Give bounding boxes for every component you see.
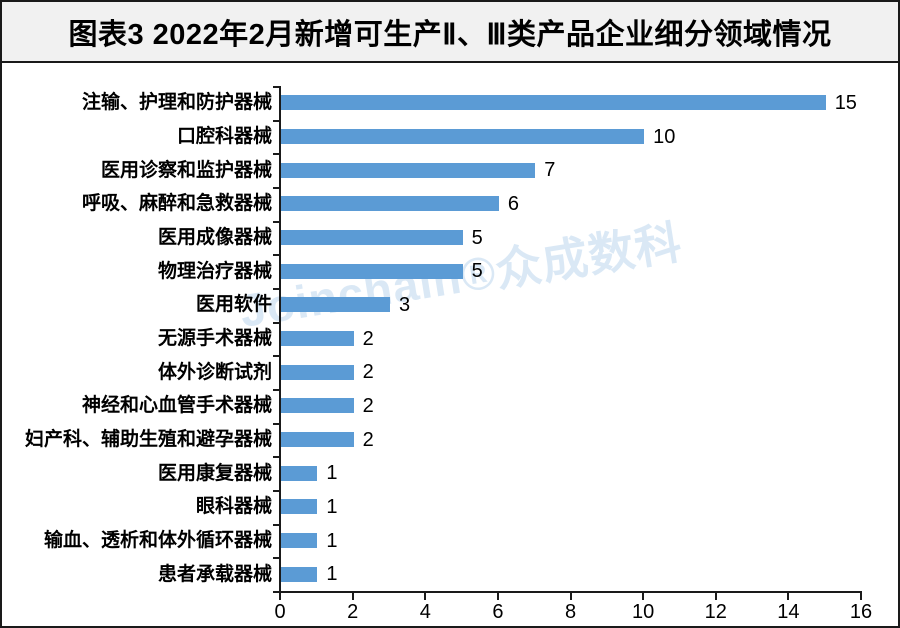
category-label: 无源手术器械	[157, 328, 272, 349]
bar	[281, 263, 463, 279]
category-label: 体外诊断试剂	[157, 361, 272, 383]
x-tick-label: 14	[777, 601, 800, 623]
category-label: 患者承载器械	[157, 563, 272, 585]
x-tick-label: 6	[492, 601, 504, 623]
y-axis-tick	[273, 490, 279, 492]
value-label: 1	[326, 462, 338, 485]
y-axis-tick	[273, 321, 279, 324]
category-label: 注输、护理和防护器械	[81, 92, 272, 114]
y-axis-tick	[273, 557, 279, 560]
y-axis-tick	[273, 389, 279, 391]
value-label: 5	[471, 260, 483, 283]
bar	[281, 196, 499, 212]
category-label: 呼吸、麻醉和急救器械	[81, 193, 272, 215]
x-tick-label: 2	[347, 601, 359, 623]
x-axis-tick	[279, 593, 281, 600]
x-axis-tick	[496, 593, 499, 600]
y-axis-tick	[273, 355, 279, 358]
category-label: 输血、透析和体外循环器械	[43, 530, 272, 551]
y-axis-tick	[273, 153, 279, 156]
bar-chart-plot: 注输、护理和防护器械 15 口腔科器械 10 医用诊察和监护器械 7 呼吸、麻醉和急救器械 6…	[2, 63, 898, 626]
y-axis-tick	[273, 456, 279, 459]
x-axis-tick	[424, 593, 427, 600]
value-label: 2	[362, 327, 374, 350]
x-axis-tick	[351, 593, 354, 600]
bar	[281, 533, 318, 548]
x-axis-tick	[569, 593, 572, 600]
bar	[281, 499, 318, 515]
category-label: 医用软件	[195, 294, 272, 316]
value-label: 7	[544, 159, 556, 182]
bar	[281, 566, 318, 582]
value-label: 2	[362, 361, 374, 384]
y-axis-line	[279, 86, 281, 593]
value-label: 10	[653, 125, 676, 148]
value-label: 1	[326, 529, 338, 552]
x-tick-label: 16	[849, 601, 873, 623]
y-axis-tick	[273, 86, 279, 88]
x-tick-label: 10	[632, 601, 655, 623]
bar	[281, 398, 354, 414]
bar	[281, 297, 390, 313]
y-axis-tick	[273, 119, 279, 122]
y-axis-tick	[273, 254, 279, 257]
category-label: 口腔科器械	[176, 126, 272, 147]
value-label: 6	[507, 192, 519, 215]
category-label: 神经和心血管手术器械	[81, 395, 272, 417]
y-axis-tick	[273, 220, 279, 223]
x-axis-tick	[787, 593, 790, 600]
chart-title: 图表3 2022年2月新增可生产Ⅱ、Ⅲ类产品企业细分领域情况	[2, 2, 898, 63]
bar	[281, 364, 354, 380]
value-label: 1	[326, 563, 338, 586]
bar	[281, 432, 354, 447]
bar	[281, 465, 318, 481]
category-label: 医用康复器械	[157, 462, 272, 484]
category-label: 物理治疗器械	[157, 260, 272, 282]
x-tick-label: 12	[704, 601, 727, 623]
bar	[281, 129, 645, 144]
y-axis-tick	[273, 591, 279, 593]
x-tick-label: 4	[419, 601, 431, 623]
bar	[281, 95, 826, 111]
value-label: 2	[362, 428, 374, 451]
category-label: 妇产科、辅助生殖和避孕器械	[24, 429, 272, 450]
category-label: 医用成像器械	[157, 227, 272, 248]
chart-area: Joinchain®众成数科 注输、护理和防护器械 15 口腔科器械 10 医用诊察和监…	[2, 63, 898, 626]
y-axis-tick	[273, 187, 279, 189]
value-label: 15	[834, 91, 857, 114]
x-axis-tick	[860, 593, 862, 600]
x-tick-label: 0	[274, 601, 286, 623]
x-axis-tick	[714, 593, 717, 600]
value-label: 3	[398, 293, 411, 316]
bar	[281, 162, 536, 178]
y-axis-tick	[273, 288, 279, 290]
bar	[281, 230, 463, 245]
x-tick-label: 8	[564, 601, 577, 623]
y-axis-tick	[273, 422, 279, 425]
value-label: 2	[362, 394, 374, 417]
x-axis-line	[279, 591, 862, 593]
category-label: 医用诊察和监护器械	[100, 159, 272, 181]
bar	[281, 331, 354, 346]
category-label: 眼科器械	[195, 496, 272, 518]
value-label: 1	[326, 495, 338, 518]
y-axis-tick	[273, 523, 279, 526]
x-axis-tick	[642, 593, 645, 600]
value-label: 5	[471, 226, 483, 249]
